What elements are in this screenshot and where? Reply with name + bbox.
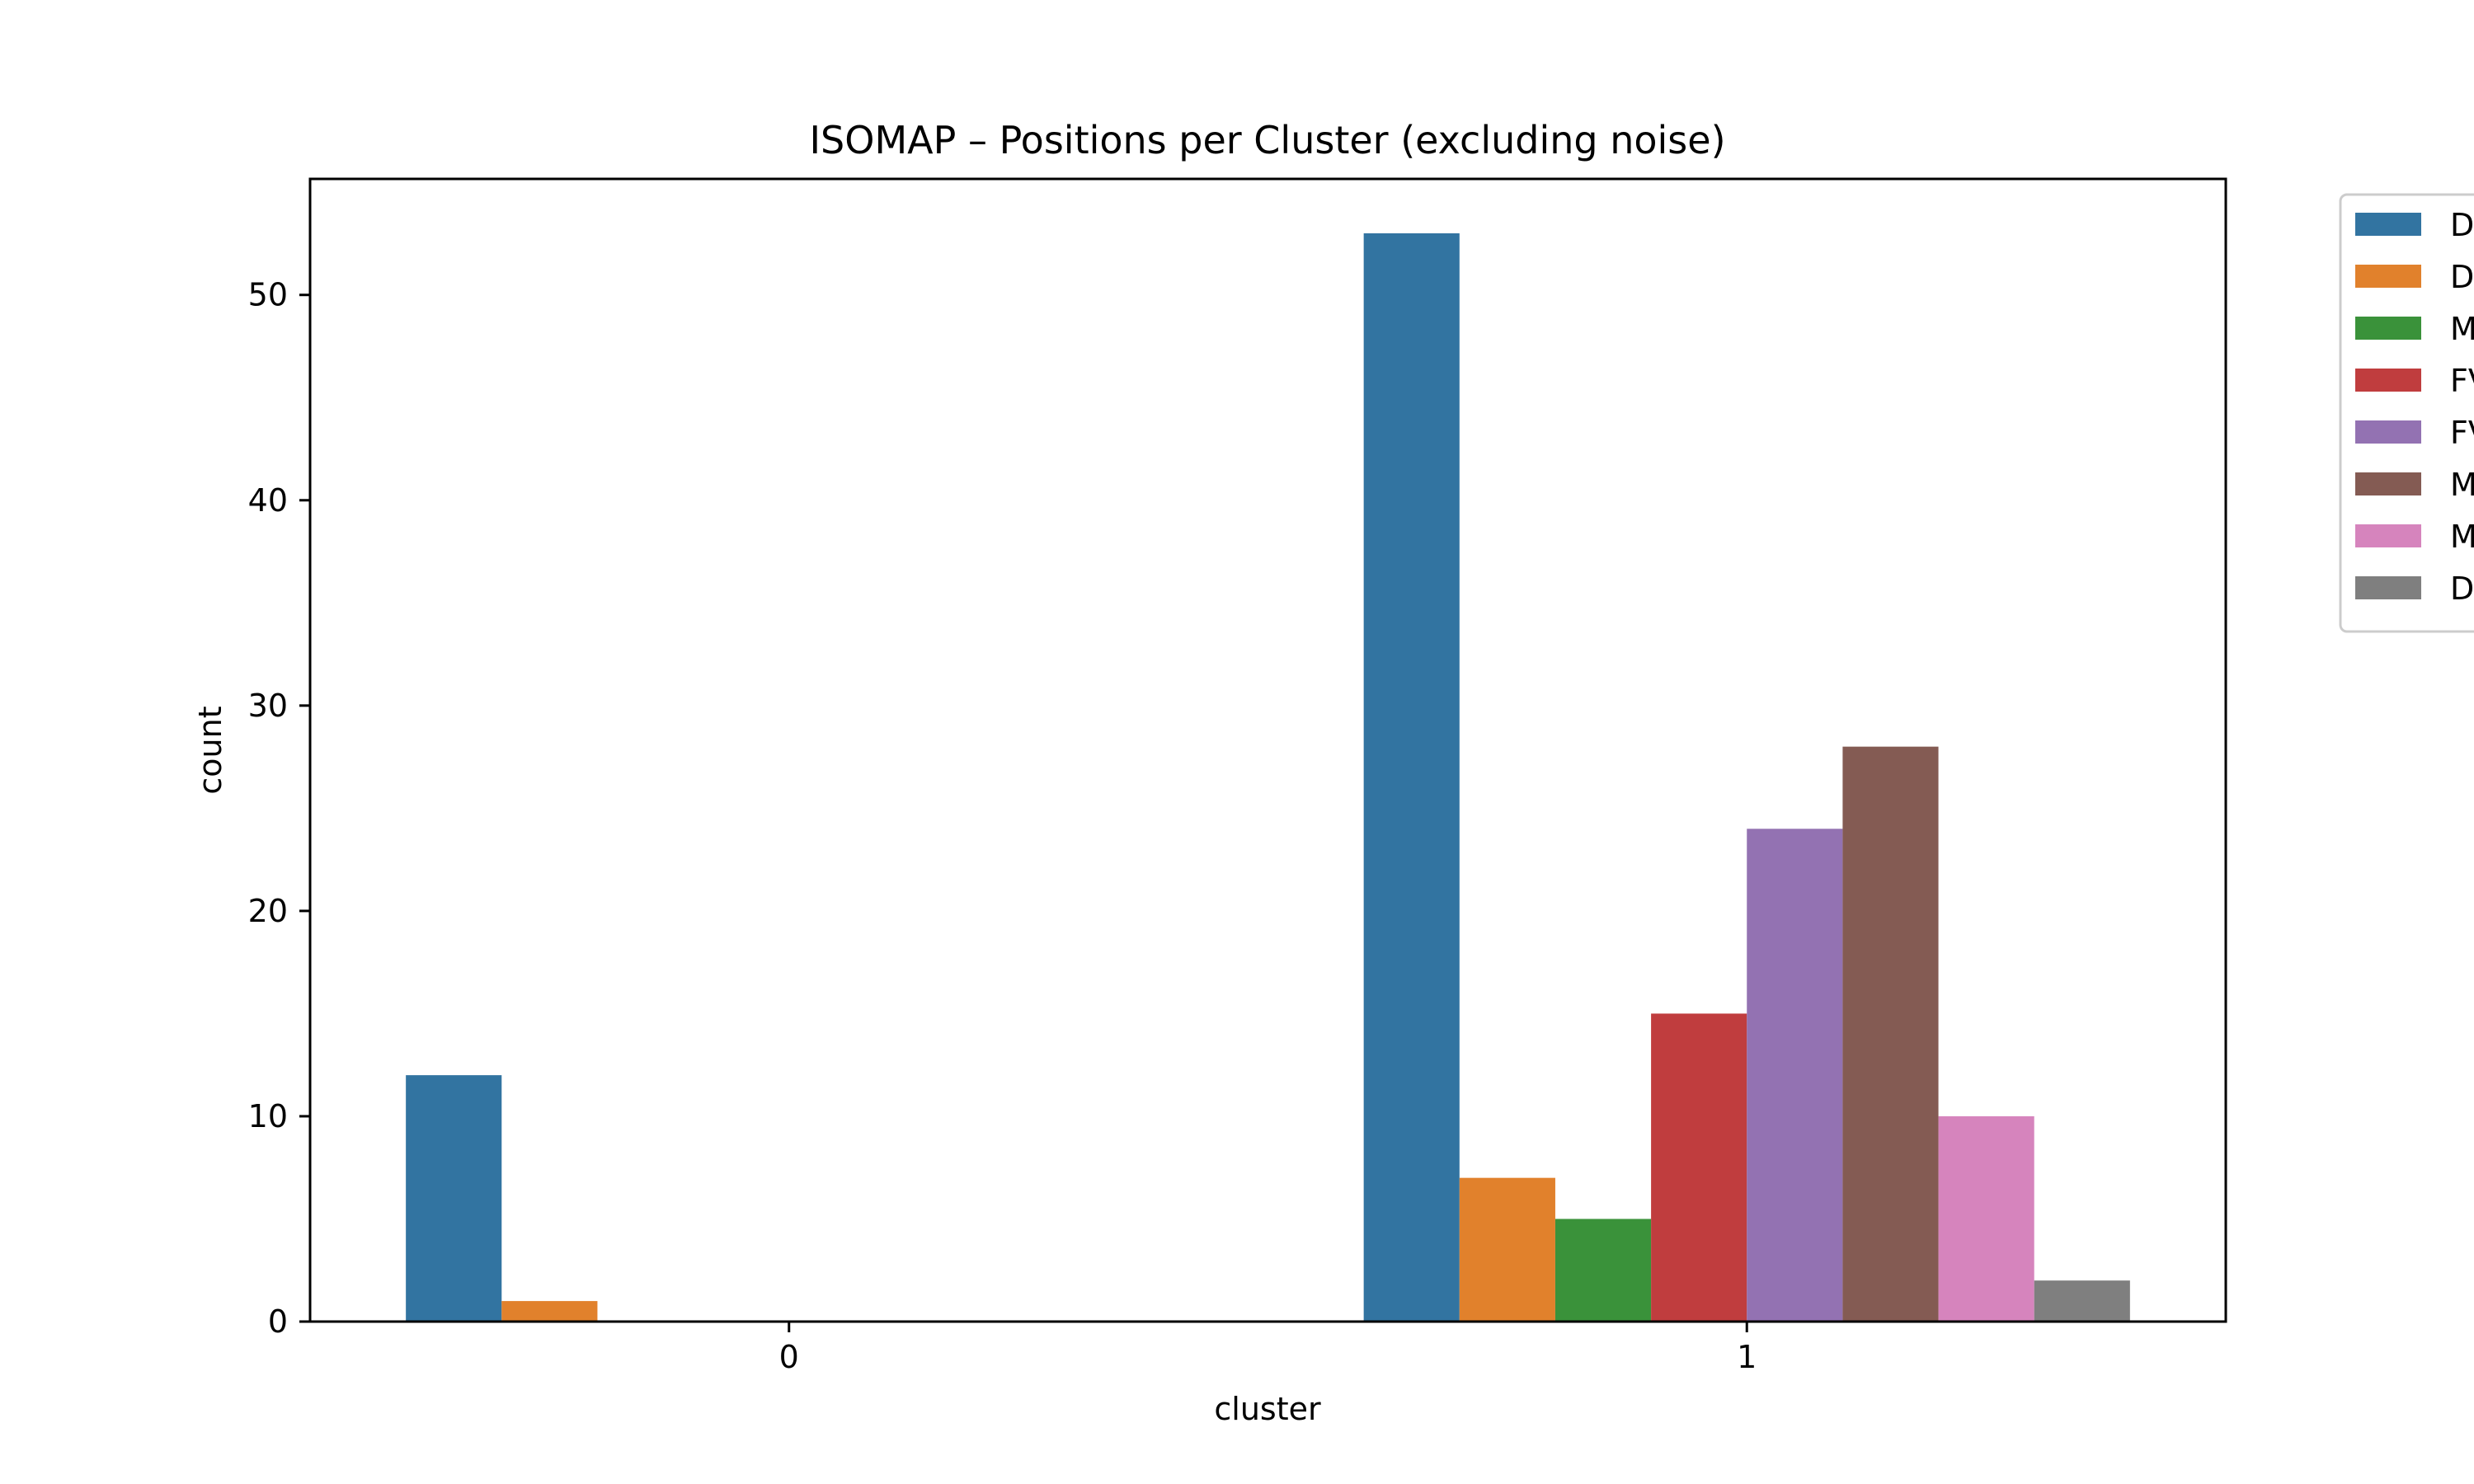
bar-series-2-cluster-1 [1554,1219,1652,1322]
y-tick-label: 30 [248,688,288,724]
x-tick-label: 0 [779,1339,799,1375]
bar-series-4-cluster-1 [1747,829,1843,1322]
y-tick-label: 40 [248,482,288,519]
chart-title: ISOMAP – Positions per Cluster (excludin… [809,118,1725,162]
x-axis-label: cluster [1214,1391,1321,1427]
legend-label: M [2450,311,2474,347]
plot-frame [308,177,2227,1323]
legend-label: FV [2450,363,2474,399]
y-axis: 0 10 20 30 40 50 [248,277,310,1340]
y-tick-label: 10 [248,1098,288,1134]
bar-series-1-cluster-1 [1459,1177,1555,1322]
legend-swatch [2355,524,2421,547]
legend-frame [2339,193,2474,633]
legend-label: M [2450,519,2474,555]
legend-swatch [2355,420,2421,444]
legend-swatch [2355,472,2421,495]
y-tick-label: 50 [248,277,288,313]
legend-label: D [2450,259,2474,295]
bar-series-3-cluster-1 [1651,1013,1747,1322]
bar-series-0-cluster-1 [1363,233,1460,1322]
bar-series-0-cluster-0 [406,1075,502,1322]
bar-series-1-cluster-0 [501,1301,598,1322]
legend-swatch [2355,369,2421,392]
legend-swatch [2355,265,2421,288]
bar-series-7-cluster-1 [2034,1280,2130,1322]
bar-series-5-cluster-1 [1842,746,1939,1322]
legend: DDMFVFVMMD [2339,193,2474,633]
legend-label: FV [2450,415,2474,451]
y-axis-label: count [192,706,228,794]
legend-swatch [2355,576,2421,599]
bar-series-6-cluster-1 [1938,1115,2034,1322]
legend-swatch [2355,213,2421,236]
legend-swatch [2355,317,2421,340]
y-tick-label: 0 [268,1303,288,1340]
legend-label: M [2450,467,2474,503]
y-tick-label: 20 [248,893,288,929]
legend-label: D [2450,571,2474,607]
legend-label: D [2450,207,2474,243]
x-tick-label: 1 [1737,1339,1757,1375]
bars-group [406,233,2130,1322]
